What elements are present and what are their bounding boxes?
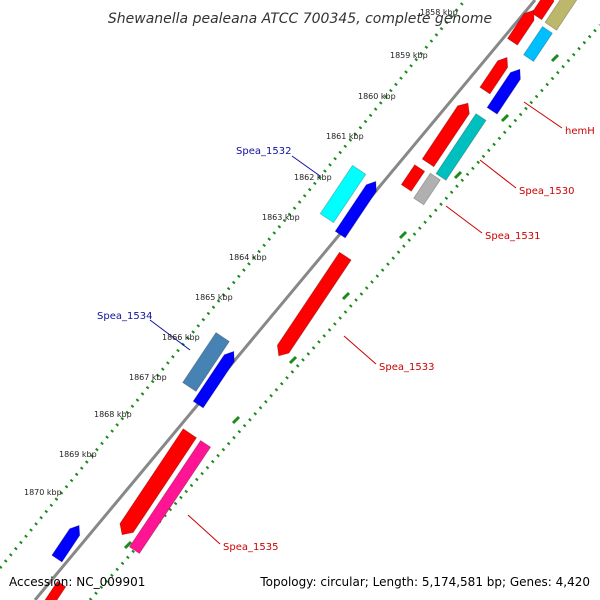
major-tick — [231, 415, 241, 425]
leader-line — [523, 101, 563, 129]
dotted-tick-line — [0, 0, 467, 569]
gene-label: hemH — [565, 126, 595, 137]
gene-feature — [435, 113, 487, 181]
major-tick — [341, 291, 351, 301]
tick-label: 1862 kbp — [294, 173, 332, 182]
major-tick — [288, 355, 298, 365]
gene-feature — [128, 439, 212, 555]
tick-label: 1867 kbp — [129, 373, 167, 382]
gene-feature — [192, 350, 235, 409]
dashed-tick-line — [88, 24, 600, 600]
leader-line — [187, 514, 221, 545]
tick-marks-dashed — [88, 24, 600, 600]
tick-marks-dotted — [0, 0, 467, 569]
topology-text: Topology: circular; Length: 5,174,581 bp… — [260, 575, 590, 589]
gene-label: Spea_1531 — [485, 231, 540, 242]
tick-label: 1861 kbp — [326, 132, 364, 141]
tick-label: 1865 kbp — [195, 293, 233, 302]
gene-label: Spea_1530 — [519, 186, 574, 197]
tick-label: 1859 kbp — [390, 51, 428, 60]
major-tick — [398, 230, 408, 240]
map-title: Shewanella pealeana ATCC 700345, complet… — [108, 11, 492, 27]
gene-features — [44, 0, 578, 600]
tick-label: 1868 kbp — [94, 410, 132, 419]
leader-line — [149, 319, 191, 351]
tick-label: 1866 kbp — [162, 333, 200, 342]
gene-feature — [523, 25, 553, 63]
gene-feature — [319, 164, 367, 224]
accession-text: Accession: NC_009901 — [9, 575, 146, 589]
gene-labels: hemH Spea_1530 Spea_1531 Spea_1532 Spea_1533… — [97, 126, 595, 553]
gene-label: Spea_1534 — [97, 311, 152, 322]
major-tick — [500, 113, 510, 123]
gene-feature — [544, 0, 578, 31]
major-tick — [453, 170, 463, 180]
leader-line — [291, 155, 321, 177]
major-tick — [550, 53, 560, 63]
gene-feature — [44, 580, 67, 600]
tick-label: 1863 kbp — [262, 213, 300, 222]
gene-feature — [400, 164, 426, 192]
tick-label: 1860 kbp — [358, 92, 396, 101]
label-leader-lines — [149, 101, 563, 545]
major-tick — [123, 540, 133, 550]
gene-feature — [486, 68, 521, 115]
gene-label: Spea_1532 — [236, 146, 291, 157]
gene-label: Spea_1533 — [379, 362, 434, 373]
gene-feature — [479, 56, 509, 95]
gene-feature — [334, 180, 377, 239]
tick-label: 1858 kbp — [420, 8, 458, 17]
genome-backbone — [33, 0, 537, 600]
gene-feature — [276, 251, 352, 357]
gene-label: Spea_1535 — [223, 542, 278, 553]
leader-line — [479, 159, 517, 189]
gene-feature — [119, 428, 198, 536]
tick-label: 1870 kbp — [24, 488, 62, 497]
tick-label: 1869 kbp — [59, 450, 97, 459]
gene-feature — [421, 102, 470, 168]
tick-label: 1864 kbp — [229, 253, 267, 262]
tick-labels: 1858 kbp 1859 kbp 1860 kbp 1861 kbp 1862 kbp… — [24, 8, 458, 497]
gene-feature — [413, 172, 441, 206]
gene-feature — [51, 524, 81, 563]
gene-feature — [182, 332, 230, 392]
leader-line — [445, 205, 483, 234]
leader-line — [343, 335, 377, 365]
gene-feature — [506, 9, 535, 46]
